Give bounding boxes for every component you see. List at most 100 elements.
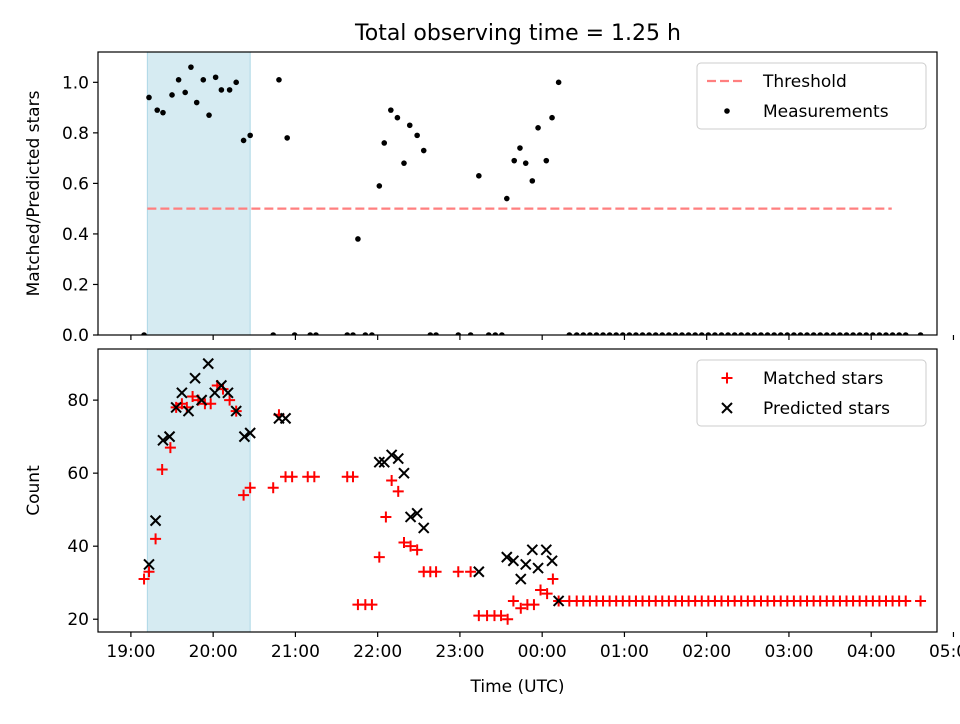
measurement-point (344, 332, 351, 335)
measurement-point (698, 332, 705, 335)
matched-star-point (541, 588, 553, 600)
y-tick-label: 1.0 (62, 73, 89, 93)
matched-star-point (430, 566, 442, 578)
x-axis-label: Time (UTC) (470, 677, 565, 697)
measurement-point (745, 332, 751, 335)
legend: Threshold Measurements (696, 62, 927, 130)
measurement-point (146, 94, 152, 101)
measurement-point (401, 160, 407, 166)
y-tick-label: 80 (67, 391, 89, 411)
measurement-point (830, 332, 837, 335)
measurement-point (247, 132, 253, 139)
measurement-point (169, 92, 175, 98)
predicted-star-point (149, 514, 162, 527)
measurement-point (362, 332, 369, 335)
measurement-point (784, 332, 791, 335)
legend-matched-swatch (721, 372, 733, 384)
observing-window-shade (146, 348, 251, 633)
measurement-point (476, 173, 482, 179)
measurement-point (666, 332, 672, 335)
measurement-point (529, 178, 536, 184)
legend-measurement-swatch (724, 108, 730, 114)
predicted-star-point (418, 522, 430, 534)
matched-star-point (373, 551, 385, 563)
measurement-point (291, 332, 298, 335)
measurement-point (276, 76, 282, 83)
measurement-point (619, 332, 626, 335)
matched-star-point (187, 390, 199, 402)
matched-star-point (915, 595, 927, 607)
measurement-point (355, 236, 361, 242)
predicted-star-point (170, 401, 182, 414)
measurement-point (593, 332, 600, 335)
data-layer (141, 64, 924, 335)
measurement-point (751, 332, 758, 335)
predicted-star-point (373, 456, 386, 468)
measurement-point (606, 332, 613, 335)
measurement-point (705, 332, 712, 335)
matched-star-point (502, 613, 514, 625)
measurement-point (206, 112, 212, 118)
matched-star-point (386, 474, 398, 486)
measurement-point (427, 332, 434, 335)
measurement-point (350, 332, 356, 335)
measurement-point (200, 76, 207, 83)
legend-box (696, 62, 927, 130)
observing-window-shade (146, 51, 251, 336)
measurement-point (154, 107, 161, 113)
matched-star-point (465, 566, 477, 578)
measurement-point (566, 332, 573, 335)
measurement-point (270, 332, 277, 335)
predicted-star-point (385, 449, 398, 461)
x-tick-label: 22:00 (353, 642, 402, 662)
measurement-point (492, 332, 499, 335)
measurement-point (406, 122, 413, 129)
measurement-point (876, 332, 883, 335)
x-tick-label: 01:00 (600, 642, 649, 662)
measurement-point (573, 332, 580, 335)
measurement-point (771, 332, 777, 335)
predicted-star-point (143, 558, 155, 571)
matched-star-point (528, 599, 540, 611)
measurement-point (725, 332, 731, 335)
matched-star-point (507, 595, 519, 607)
matched-star-point (150, 533, 162, 545)
matched-star-point (164, 442, 176, 454)
predicted-star-point (546, 555, 558, 567)
predicted-star-point (473, 566, 485, 578)
legend-label: Predicted stars (763, 399, 890, 419)
x-tick-label: 03:00 (764, 642, 813, 662)
measurement-point (284, 135, 290, 141)
predicted-star-point (501, 551, 513, 563)
measurement-point (902, 332, 909, 335)
measurement-point (870, 332, 876, 335)
x-tick-label: 23:00 (435, 642, 484, 662)
legend-label: Matched stars (763, 369, 883, 389)
measurement-point (764, 332, 771, 335)
measurement-point (692, 332, 698, 335)
predicted-star-point (230, 405, 242, 417)
predicted-star-point (532, 562, 544, 574)
y-tick-label: 0.6 (62, 174, 89, 194)
matched-star-point (181, 401, 193, 413)
matched-star-point (547, 573, 559, 585)
x-tick-label: 19:00 (106, 642, 155, 662)
legend-label: Threshold (762, 72, 847, 92)
predicted-star-point (279, 412, 292, 425)
x-tick-label: 21:00 (271, 642, 320, 662)
measurement-point (823, 332, 830, 335)
measurement-point (810, 332, 817, 335)
measurement-point (712, 332, 718, 335)
x-tick-label: 00:00 (518, 642, 567, 662)
predicted-star-point (157, 434, 169, 446)
measurement-point (455, 332, 462, 335)
measurement-point (555, 79, 562, 86)
matched-star-point (347, 471, 359, 483)
matched-star-point (138, 573, 150, 585)
measurement-point (843, 332, 850, 335)
predicted-star-point (189, 372, 201, 384)
measurement-point (226, 87, 233, 93)
predicted-star-point (540, 544, 552, 556)
axes-frame (97, 348, 938, 633)
predicted-star-point (507, 555, 520, 567)
